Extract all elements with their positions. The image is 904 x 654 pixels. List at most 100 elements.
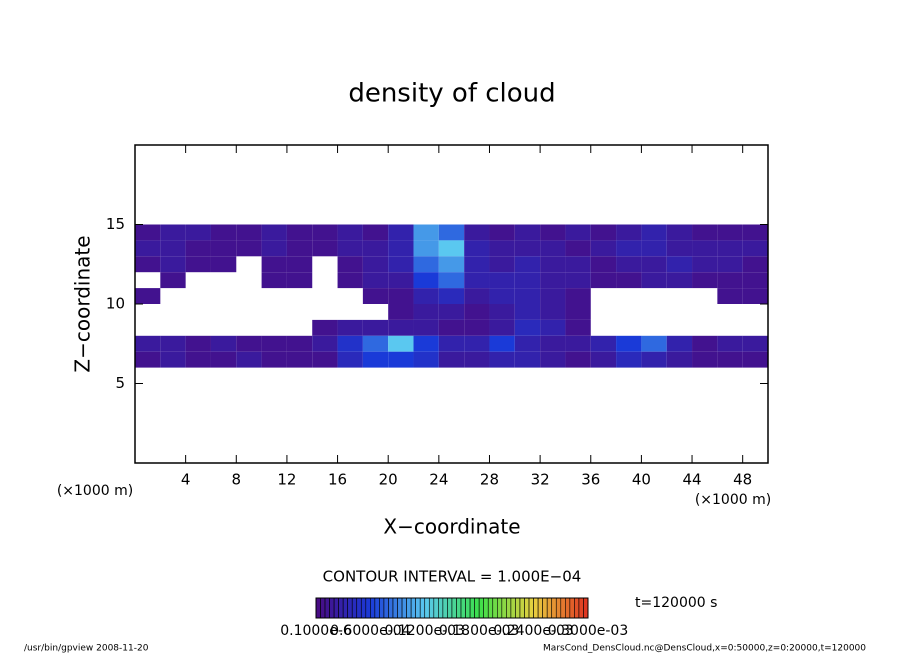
- y-tick-label: 15: [106, 215, 125, 233]
- cell: [616, 240, 642, 257]
- cell: [286, 240, 313, 257]
- cell: [565, 335, 591, 352]
- cell: [590, 335, 617, 352]
- chart-title: density of cloud: [348, 79, 555, 109]
- cell: [312, 335, 338, 352]
- colorbar-segment: [356, 597, 362, 619]
- cell: [135, 240, 161, 257]
- colorbar-segment: [370, 597, 376, 619]
- colorbar-segment: [406, 597, 412, 619]
- cell: [388, 351, 414, 368]
- colorbar-segment: [347, 597, 353, 619]
- cell: [692, 351, 718, 368]
- cell: [489, 288, 515, 304]
- cell: [565, 304, 591, 320]
- x-tick-label: 40: [632, 471, 651, 489]
- x-tick-label: 28: [480, 471, 499, 489]
- cell: [135, 351, 161, 368]
- cell: [540, 319, 566, 336]
- cell: [540, 335, 566, 352]
- cell: [540, 240, 566, 257]
- cell: [717, 224, 743, 241]
- colorbar-segment: [506, 597, 512, 619]
- cell: [362, 335, 389, 352]
- cell: [286, 335, 313, 352]
- cell: [692, 240, 718, 257]
- x-tick-label: 44: [682, 471, 701, 489]
- cell: [337, 224, 363, 241]
- cell: [413, 224, 439, 241]
- cell: [185, 256, 211, 273]
- cell: [160, 224, 186, 241]
- colorbar-segment: [342, 597, 348, 619]
- cell: [692, 335, 718, 352]
- cell: [413, 256, 439, 273]
- y-tick-label: 5: [115, 374, 125, 392]
- cell: [616, 272, 642, 289]
- cell: [590, 256, 617, 273]
- colorbar-segment: [324, 597, 330, 619]
- x-tick-label: 20: [379, 471, 398, 489]
- cell: [514, 272, 541, 289]
- colorbar-segment: [501, 597, 507, 619]
- cell: [362, 240, 389, 257]
- cell: [337, 240, 363, 257]
- cell: [742, 272, 768, 289]
- cell: [438, 335, 465, 352]
- cell: [337, 272, 363, 289]
- cell: [489, 304, 515, 320]
- cell: [464, 335, 490, 352]
- cell: [337, 319, 363, 336]
- colorbar-segment: [419, 597, 426, 619]
- cell: [717, 288, 743, 304]
- colorbar-segment: [487, 597, 494, 619]
- cell: [489, 240, 515, 257]
- colorbar-segment: [519, 597, 525, 619]
- cell: [261, 272, 287, 289]
- cell: [742, 256, 768, 273]
- colorbar-segment: [415, 597, 421, 619]
- cell: [261, 240, 287, 257]
- colorbar-label: 0.1000e-6: [280, 623, 352, 639]
- cell: [135, 335, 161, 352]
- cell: [742, 351, 768, 368]
- cell: [616, 224, 642, 241]
- cell: [286, 351, 313, 368]
- cell: [160, 272, 186, 289]
- cell: [210, 240, 237, 257]
- cell: [312, 351, 338, 368]
- cell: [489, 224, 515, 241]
- cell: [514, 240, 541, 257]
- cell: [616, 335, 642, 352]
- x-tick-label: 8: [232, 471, 242, 489]
- cell: [464, 304, 490, 320]
- x-tick-label: 16: [328, 471, 347, 489]
- cell: [717, 351, 743, 368]
- x-tick-label: 36: [581, 471, 600, 489]
- time-label: t=120000 s: [635, 595, 717, 611]
- cell: [514, 319, 541, 336]
- cell: [185, 351, 211, 368]
- cell: [438, 319, 465, 336]
- colorbar-label: 0.1200e-03: [385, 623, 465, 639]
- colorbar-segment: [524, 597, 530, 619]
- cell: [236, 224, 262, 241]
- cell: [641, 335, 667, 352]
- colorbar-segment: [542, 597, 548, 619]
- x-axis-label: X−coordinate: [383, 515, 520, 539]
- colorbar-label: 0.6000e-04: [330, 623, 411, 639]
- colorbar-segment: [497, 597, 503, 619]
- colorbar-segment: [451, 597, 457, 619]
- cell: [540, 224, 566, 241]
- cell: [438, 240, 465, 257]
- colorbar-segment: [474, 597, 480, 619]
- cell: [413, 288, 439, 304]
- colorbar-segment: [447, 597, 453, 619]
- cell: [438, 256, 465, 273]
- cell: [692, 256, 718, 273]
- cell: [388, 224, 414, 241]
- cell: [464, 272, 490, 289]
- colorbar-segment: [583, 597, 589, 619]
- cell: [540, 304, 566, 320]
